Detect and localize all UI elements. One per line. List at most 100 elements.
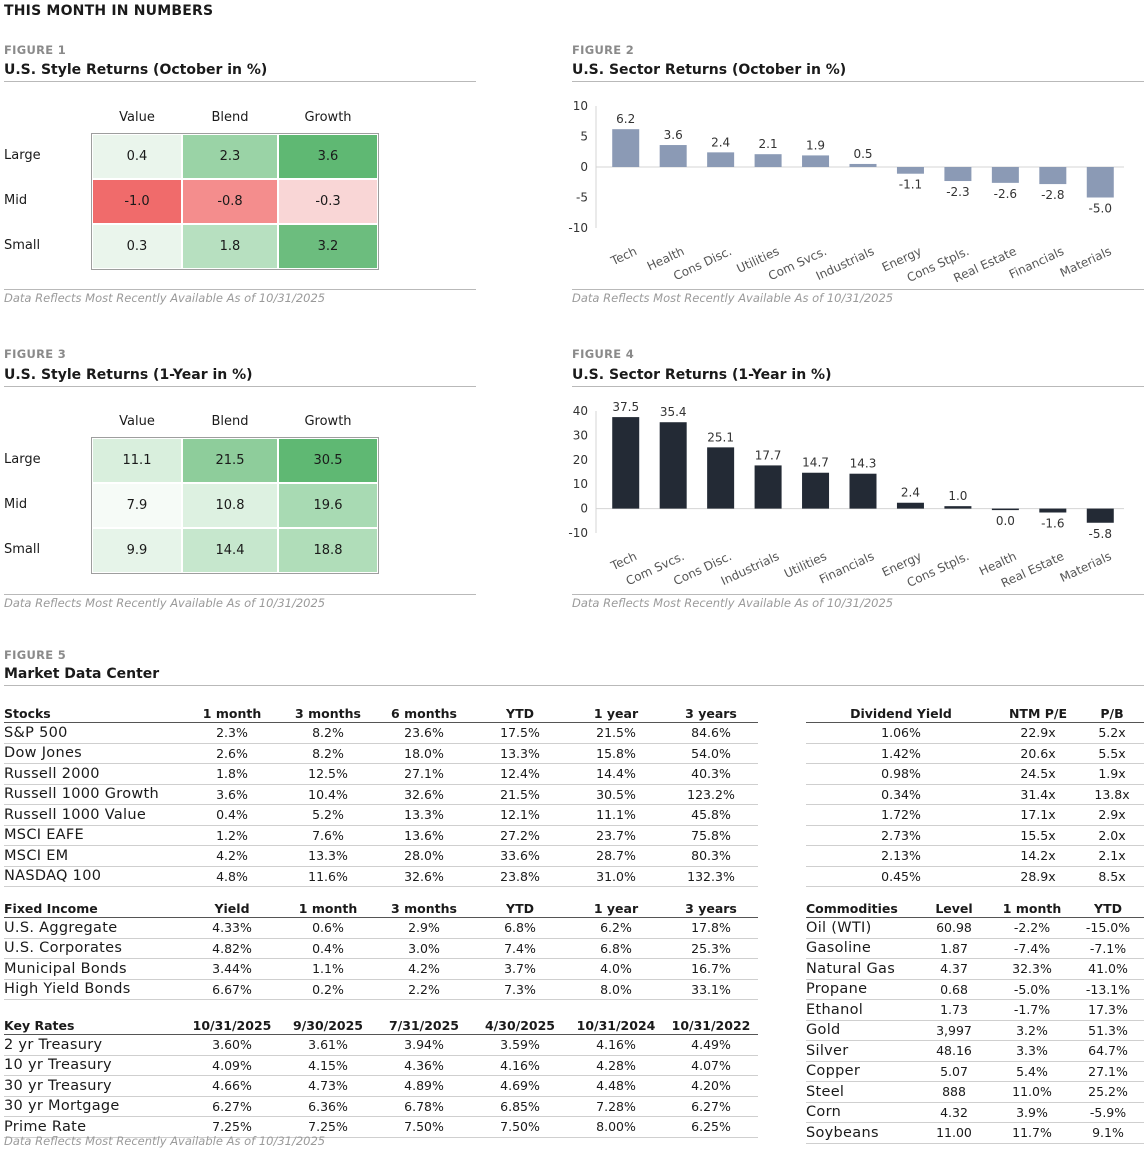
y-tick-label: 10 — [573, 99, 588, 113]
table-cell: Copper — [806, 1061, 916, 1082]
table-cell: 1.73 — [916, 999, 992, 1021]
table-cell: 3.6% — [184, 784, 280, 805]
figure4-bottom-rule — [572, 594, 1144, 595]
table-row: S&P 500 2.3% 8.2% 23.6% 17.5% 21.5% 84.6% — [4, 722, 758, 744]
table-cell: MSCI EAFE — [4, 825, 184, 846]
table-cell: 7.6% — [280, 825, 376, 846]
table-cell: 4.37 — [916, 958, 992, 980]
data-label: 17.7 — [755, 448, 782, 462]
table-row: 30 yr Treasury 4.66% 4.73% 4.89% 4.69% 4.48% 4… — [4, 1075, 758, 1097]
table-row: U.S. Aggregate 4.33% 0.6% 2.9% 6.8% 6.2% 17.8% — [4, 917, 758, 939]
table-cell: 3,997 — [916, 1020, 992, 1041]
table-cell: 51.3% — [1072, 1020, 1144, 1041]
table-cell: MSCI EM — [4, 845, 184, 867]
table-cell: 0.4% — [280, 938, 376, 959]
table-cell: 4.20% — [664, 1075, 758, 1097]
table-cell: U.S. Aggregate — [4, 917, 184, 939]
figure5-label: FIGURE 5 — [4, 648, 67, 662]
table-cell: 2.73% — [806, 825, 996, 846]
table-cell: 25.3% — [664, 938, 758, 959]
table-column-header: 1 year — [568, 899, 664, 918]
table-row: Propane 0.68 -5.0% -13.1% — [806, 979, 1144, 1000]
table-column-header: 6 months — [376, 704, 472, 723]
table-cell: Natural Gas — [806, 958, 916, 980]
table-cell: 75.8% — [664, 825, 758, 846]
table-cell: 3.2% — [992, 1020, 1072, 1041]
bar — [1086, 508, 1114, 523]
table-column-header: 1 month — [992, 899, 1072, 918]
table-column-header: 9/30/2025 — [280, 1016, 376, 1035]
data-label: 1.0 — [948, 489, 967, 503]
table-cell: 6.78% — [376, 1096, 472, 1117]
heatmap-cell: 9.9 — [92, 528, 182, 573]
table-cell: Silver — [806, 1040, 916, 1062]
table-cell: 6.8% — [568, 938, 664, 959]
table-cell: 4.89% — [376, 1075, 472, 1097]
category-label: Materials — [1058, 244, 1114, 280]
table-cell: U.S. Corporates — [4, 938, 184, 959]
table-column-header: 3 months — [376, 899, 472, 918]
table-cell: Prime Rate — [4, 1116, 184, 1138]
heatmap-cell: 14.4 — [182, 528, 278, 573]
table-cell: 28.0% — [376, 845, 472, 867]
table-cell: 28.7% — [568, 845, 664, 867]
heatmap-column-header: Growth — [304, 414, 352, 429]
table-cell: 13.6% — [376, 825, 472, 846]
table-cell: 4.2% — [184, 845, 280, 867]
table-cell: 27.2% — [472, 825, 568, 846]
table-cell: 45.8% — [664, 804, 758, 826]
table-column-header: 1 year — [568, 704, 664, 723]
table-row: Russell 1000 Growth 3.6% 10.4% 32.6% 21.5% 30… — [4, 784, 758, 805]
table-row: NASDAQ 100 4.8% 11.6% 32.6% 23.8% 31.0% 132.3% — [4, 866, 758, 887]
table-row: Gasoline 1.87 -7.4% -7.1% — [806, 938, 1144, 959]
table-cell: 4.09% — [184, 1055, 280, 1076]
table-cell: 80.3% — [664, 845, 758, 867]
table-column-header: 4/30/2025 — [472, 1016, 568, 1035]
table-cell: 33.6% — [472, 845, 568, 867]
data-label: 37.5 — [612, 400, 639, 414]
table-cell: 6.27% — [664, 1096, 758, 1117]
y-tick-label: 40 — [573, 404, 588, 418]
data-label: 0.0 — [996, 514, 1015, 528]
table-cell: 13.3% — [280, 845, 376, 867]
table-cell: 5.2x — [1080, 722, 1144, 744]
data-label: -2.3 — [946, 185, 969, 199]
heatmap-column-header: Value — [119, 414, 155, 429]
bar — [612, 417, 640, 509]
heatmap-cell: -0.3 — [278, 179, 378, 224]
table-row: Oil (WTI) 60.98 -2.2% -15.0% — [806, 917, 1144, 939]
table-row: 10 yr Treasury 4.09% 4.15% 4.36% 4.16% 4.28% 4… — [4, 1055, 758, 1076]
table-cell: 13.3% — [472, 743, 568, 764]
valuation-table: Dividend Yield NTM P/E P/B 1.06% 22.9x 5.2x 1.… — [806, 704, 1144, 887]
table-cell: 11.00 — [916, 1122, 992, 1144]
table-cell: 0.98% — [806, 763, 996, 785]
table-cell: 7.25% — [184, 1116, 280, 1138]
table-column-header: NTM P/E — [996, 704, 1080, 723]
bar — [1039, 167, 1067, 185]
heatmap-row-label: Small — [4, 542, 41, 557]
table-column-header: Yield — [184, 899, 280, 918]
figure4-rule — [572, 386, 1144, 387]
figure1-title: U.S. Style Returns (October in %) — [4, 62, 268, 78]
bar — [896, 167, 924, 174]
table-cell: Russell 1000 Value — [4, 804, 184, 826]
data-label: 2.4 — [901, 486, 920, 500]
figure2-label: FIGURE 2 — [572, 43, 635, 57]
table-row: Municipal Bonds 3.44% 1.1% 4.2% 3.7% 4.0% 16.7… — [4, 958, 758, 980]
figure3-title: U.S. Style Returns (1-Year in %) — [4, 367, 253, 383]
table-row: 0.98% 24.5x 1.9x — [806, 763, 1144, 785]
figure2-footnote: Data Reflects Most Recently Available As… — [572, 291, 894, 305]
data-label: -5.8 — [1089, 527, 1112, 541]
bar — [802, 155, 830, 167]
table-cell: 4.49% — [664, 1034, 758, 1056]
figure3-rule — [4, 386, 476, 387]
table-cell: 10.4% — [280, 784, 376, 805]
heatmap-cell: 0.3 — [92, 224, 182, 269]
data-label: 25.1 — [707, 430, 734, 444]
figure3-label: FIGURE 3 — [4, 347, 67, 361]
table-column-header: Dividend Yield — [806, 704, 996, 723]
table-cell: -2.2% — [992, 917, 1072, 939]
table-cell: 32.6% — [376, 784, 472, 805]
